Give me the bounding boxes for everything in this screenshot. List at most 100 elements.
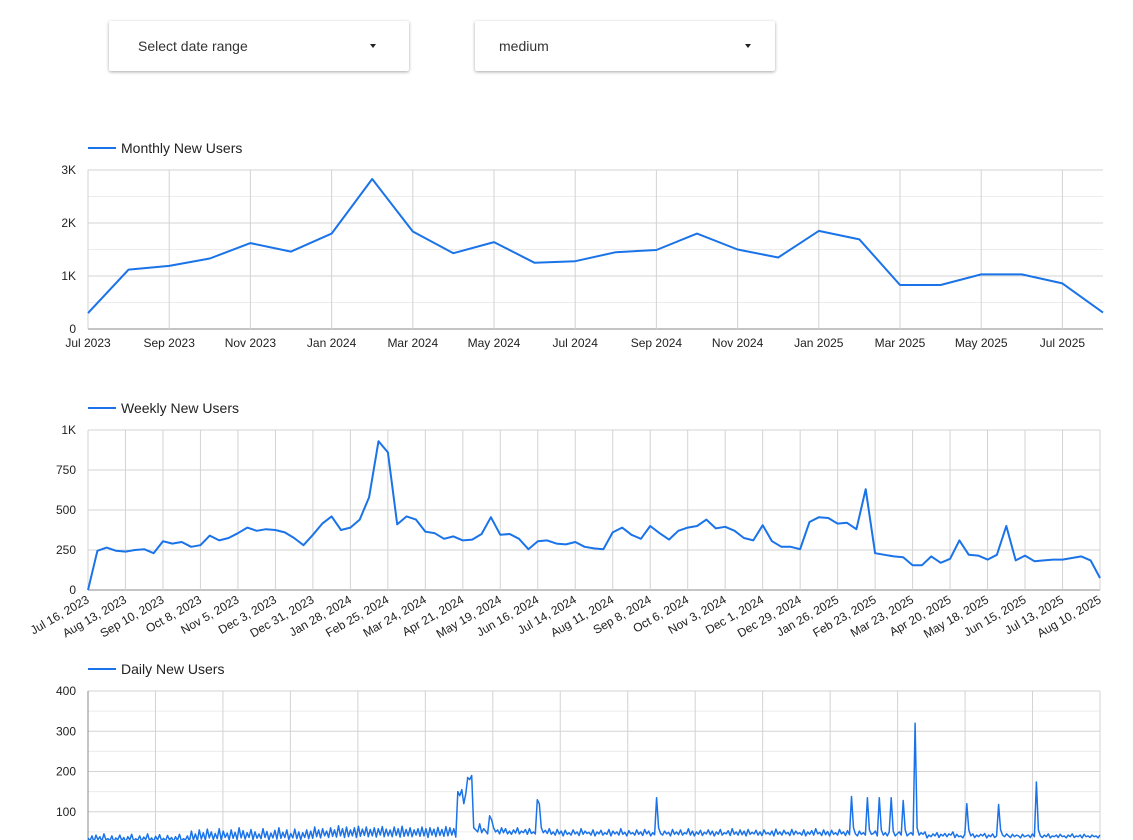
data-point [497, 829, 498, 830]
data-point [314, 826, 315, 827]
medium-dropdown[interactable]: medium [475, 21, 775, 71]
data-point [477, 831, 478, 832]
data-point [1042, 837, 1043, 838]
data-point [1070, 836, 1071, 837]
data-point [930, 836, 931, 837]
data-point [503, 832, 504, 833]
data-point [668, 539, 669, 540]
data-point [924, 831, 925, 832]
data-point [828, 517, 829, 518]
data-point [233, 838, 234, 839]
data-point [423, 835, 424, 836]
data-point [256, 530, 257, 531]
data-point [472, 539, 473, 540]
data-point [303, 545, 304, 546]
data-point [811, 830, 812, 831]
data-point [648, 831, 649, 832]
data-point [762, 525, 763, 526]
data-point [421, 826, 422, 827]
data-point [1099, 577, 1100, 578]
data-point [600, 830, 601, 831]
data-point [463, 803, 464, 804]
data-point [598, 833, 599, 834]
data-point [537, 541, 538, 542]
data-point [990, 836, 991, 837]
data-point [686, 833, 687, 834]
data-point [200, 545, 201, 546]
data-point [1046, 836, 1047, 837]
data-point [928, 835, 929, 836]
data-point [856, 529, 857, 530]
x-tick-label: May 2024 [468, 336, 521, 350]
data-point [481, 832, 482, 833]
date-range-dropdown[interactable]: Select date range [109, 21, 409, 71]
data-point [296, 838, 297, 839]
data-point [903, 800, 904, 801]
data-point [912, 565, 913, 566]
data-point [396, 835, 397, 836]
data-point [783, 830, 784, 831]
data-point [757, 835, 758, 836]
data-point [1016, 835, 1017, 836]
y-tick-label: 100 [56, 805, 76, 819]
data-point [959, 540, 960, 541]
data-point [688, 828, 689, 829]
data-point [123, 837, 124, 838]
data-point [964, 834, 965, 835]
data-point [640, 831, 641, 832]
data-point [384, 836, 385, 837]
data-point [404, 836, 405, 837]
data-point [258, 833, 259, 834]
data-point [487, 833, 488, 834]
y-tick-label: 0 [69, 583, 76, 597]
data-point [579, 835, 580, 836]
data-point [885, 832, 886, 833]
data-point [1043, 560, 1044, 561]
date-range-label: Select date range [138, 38, 248, 54]
data-point [656, 797, 657, 798]
data-point [1026, 835, 1027, 836]
data-point [1078, 836, 1079, 837]
data-point [171, 837, 172, 838]
data-point [312, 534, 313, 535]
data-point [823, 829, 824, 830]
data-point [775, 829, 776, 830]
data-point [513, 829, 514, 830]
data-point [507, 833, 508, 834]
data-point [1022, 834, 1023, 835]
data-point [724, 832, 725, 833]
data-point [767, 832, 768, 833]
data-point [1072, 833, 1073, 834]
data-point [551, 834, 552, 835]
data-point [859, 831, 860, 832]
data-point [209, 837, 210, 838]
data-point [358, 826, 359, 827]
data-point [499, 833, 500, 834]
data-point [324, 835, 325, 836]
data-point [509, 831, 510, 832]
data-point [1000, 829, 1001, 830]
data-point [366, 826, 367, 827]
data-point [1076, 835, 1077, 836]
data-point [631, 534, 632, 535]
data-point [670, 835, 671, 836]
data-point [708, 829, 709, 830]
data-point [1002, 835, 1003, 836]
data-point [529, 828, 530, 829]
data-point [837, 835, 838, 836]
data-point [425, 531, 426, 532]
data-point [785, 833, 786, 834]
data-point [406, 516, 407, 517]
data-point [416, 835, 417, 836]
data-point [706, 833, 707, 834]
data-point [131, 834, 132, 835]
data-point [996, 835, 997, 836]
data-point [797, 833, 798, 834]
y-tick-label: 500 [56, 503, 76, 517]
data-point [262, 828, 263, 829]
data-point [779, 831, 780, 832]
data-point [1006, 833, 1007, 834]
data-point [903, 557, 904, 558]
data-point [336, 837, 337, 838]
data-point [394, 826, 395, 827]
